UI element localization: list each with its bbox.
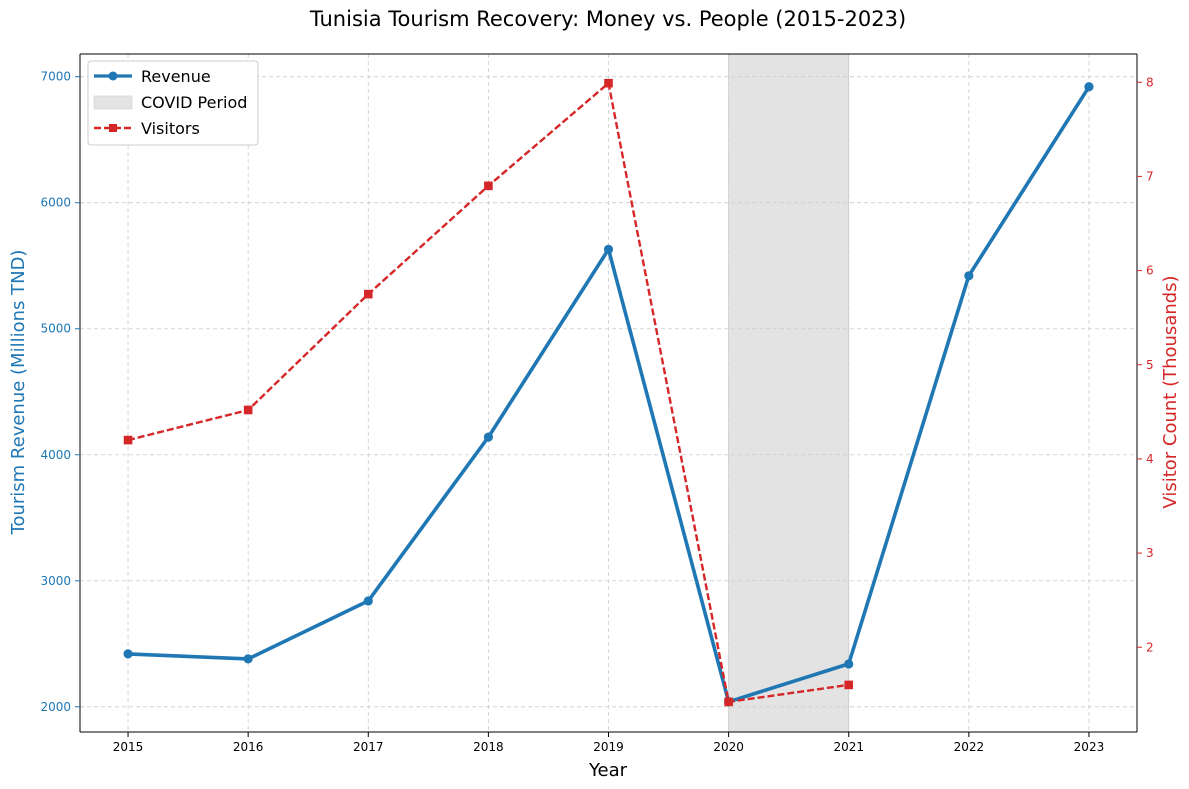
right-y-tick-label: 3: [1146, 546, 1154, 560]
x-tick-label: 2021: [833, 740, 864, 754]
revenue-point: [123, 649, 133, 659]
left-y-tick-label: 3000: [40, 574, 71, 588]
chart-title: Tunisia Tourism Recovery: Money vs. Peop…: [309, 7, 906, 31]
visitors-point: [604, 78, 613, 88]
x-axis-title: Year: [588, 760, 628, 781]
legend-visitors-label: Visitors: [141, 119, 200, 138]
right-y-tick-label: 8: [1146, 75, 1154, 89]
x-tick-label: 2020: [713, 740, 744, 754]
legend-box: [87, 60, 259, 146]
left-y-tick-label: 6000: [40, 196, 71, 210]
x-tick-label: 2022: [954, 740, 985, 754]
x-tick-label: 2016: [233, 740, 264, 754]
visitors-point: [484, 181, 493, 191]
legend: Revenue COVID Period Visitors: [87, 60, 259, 146]
legend-visitors-swatch-marker: [109, 124, 117, 132]
legend-item-visitors: Visitors: [94, 119, 200, 138]
left-y-tick-label: 5000: [40, 322, 71, 336]
left-y-tick-label: 4000: [40, 448, 71, 462]
revenue-point: [844, 659, 854, 669]
x-tick-label: 2023: [1074, 740, 1105, 754]
revenue-point: [363, 596, 373, 606]
legend-revenue-label: Revenue: [141, 67, 211, 86]
x-tick-label: 2019: [593, 740, 624, 754]
legend-item-revenue: Revenue: [94, 67, 211, 86]
right-y-tick-label: 5: [1146, 358, 1154, 372]
x-tick-label: 2015: [113, 740, 144, 754]
revenue-point: [603, 244, 614, 254]
right-y-tick-label: 4: [1146, 452, 1154, 466]
legend-covid-label: COVID Period: [141, 93, 247, 112]
covid-period-band: [728, 53, 850, 733]
revenue-point: [483, 432, 493, 442]
revenue-point: [1084, 82, 1094, 92]
legend-revenue-swatch-marker: [108, 71, 118, 81]
right-y-tick-label: 7: [1146, 169, 1154, 183]
visitors-point: [123, 435, 133, 445]
visitors-point: [243, 405, 253, 415]
legend-item-covid: COVID Period: [93, 93, 247, 112]
revenue-point: [243, 654, 253, 664]
left-y-tick-label: 7000: [40, 70, 71, 84]
visitors-point: [844, 680, 854, 690]
x-tick-label: 2017: [353, 740, 384, 754]
right-y-tick-label: 6: [1146, 264, 1154, 278]
legend-covid-swatch: [93, 95, 133, 110]
left-y-axis-title: Tourism Revenue (Millions TND): [8, 250, 29, 536]
visitors-point: [363, 289, 373, 299]
right-y-tick-label: 2: [1146, 640, 1154, 654]
left-y-tick-label: 2000: [40, 700, 71, 714]
x-tick-label: 2018: [473, 740, 504, 754]
revenue-point: [964, 271, 974, 281]
right-y-axis-title: Visitor Count (Thousands): [1160, 275, 1181, 508]
visitors-point: [724, 697, 733, 707]
